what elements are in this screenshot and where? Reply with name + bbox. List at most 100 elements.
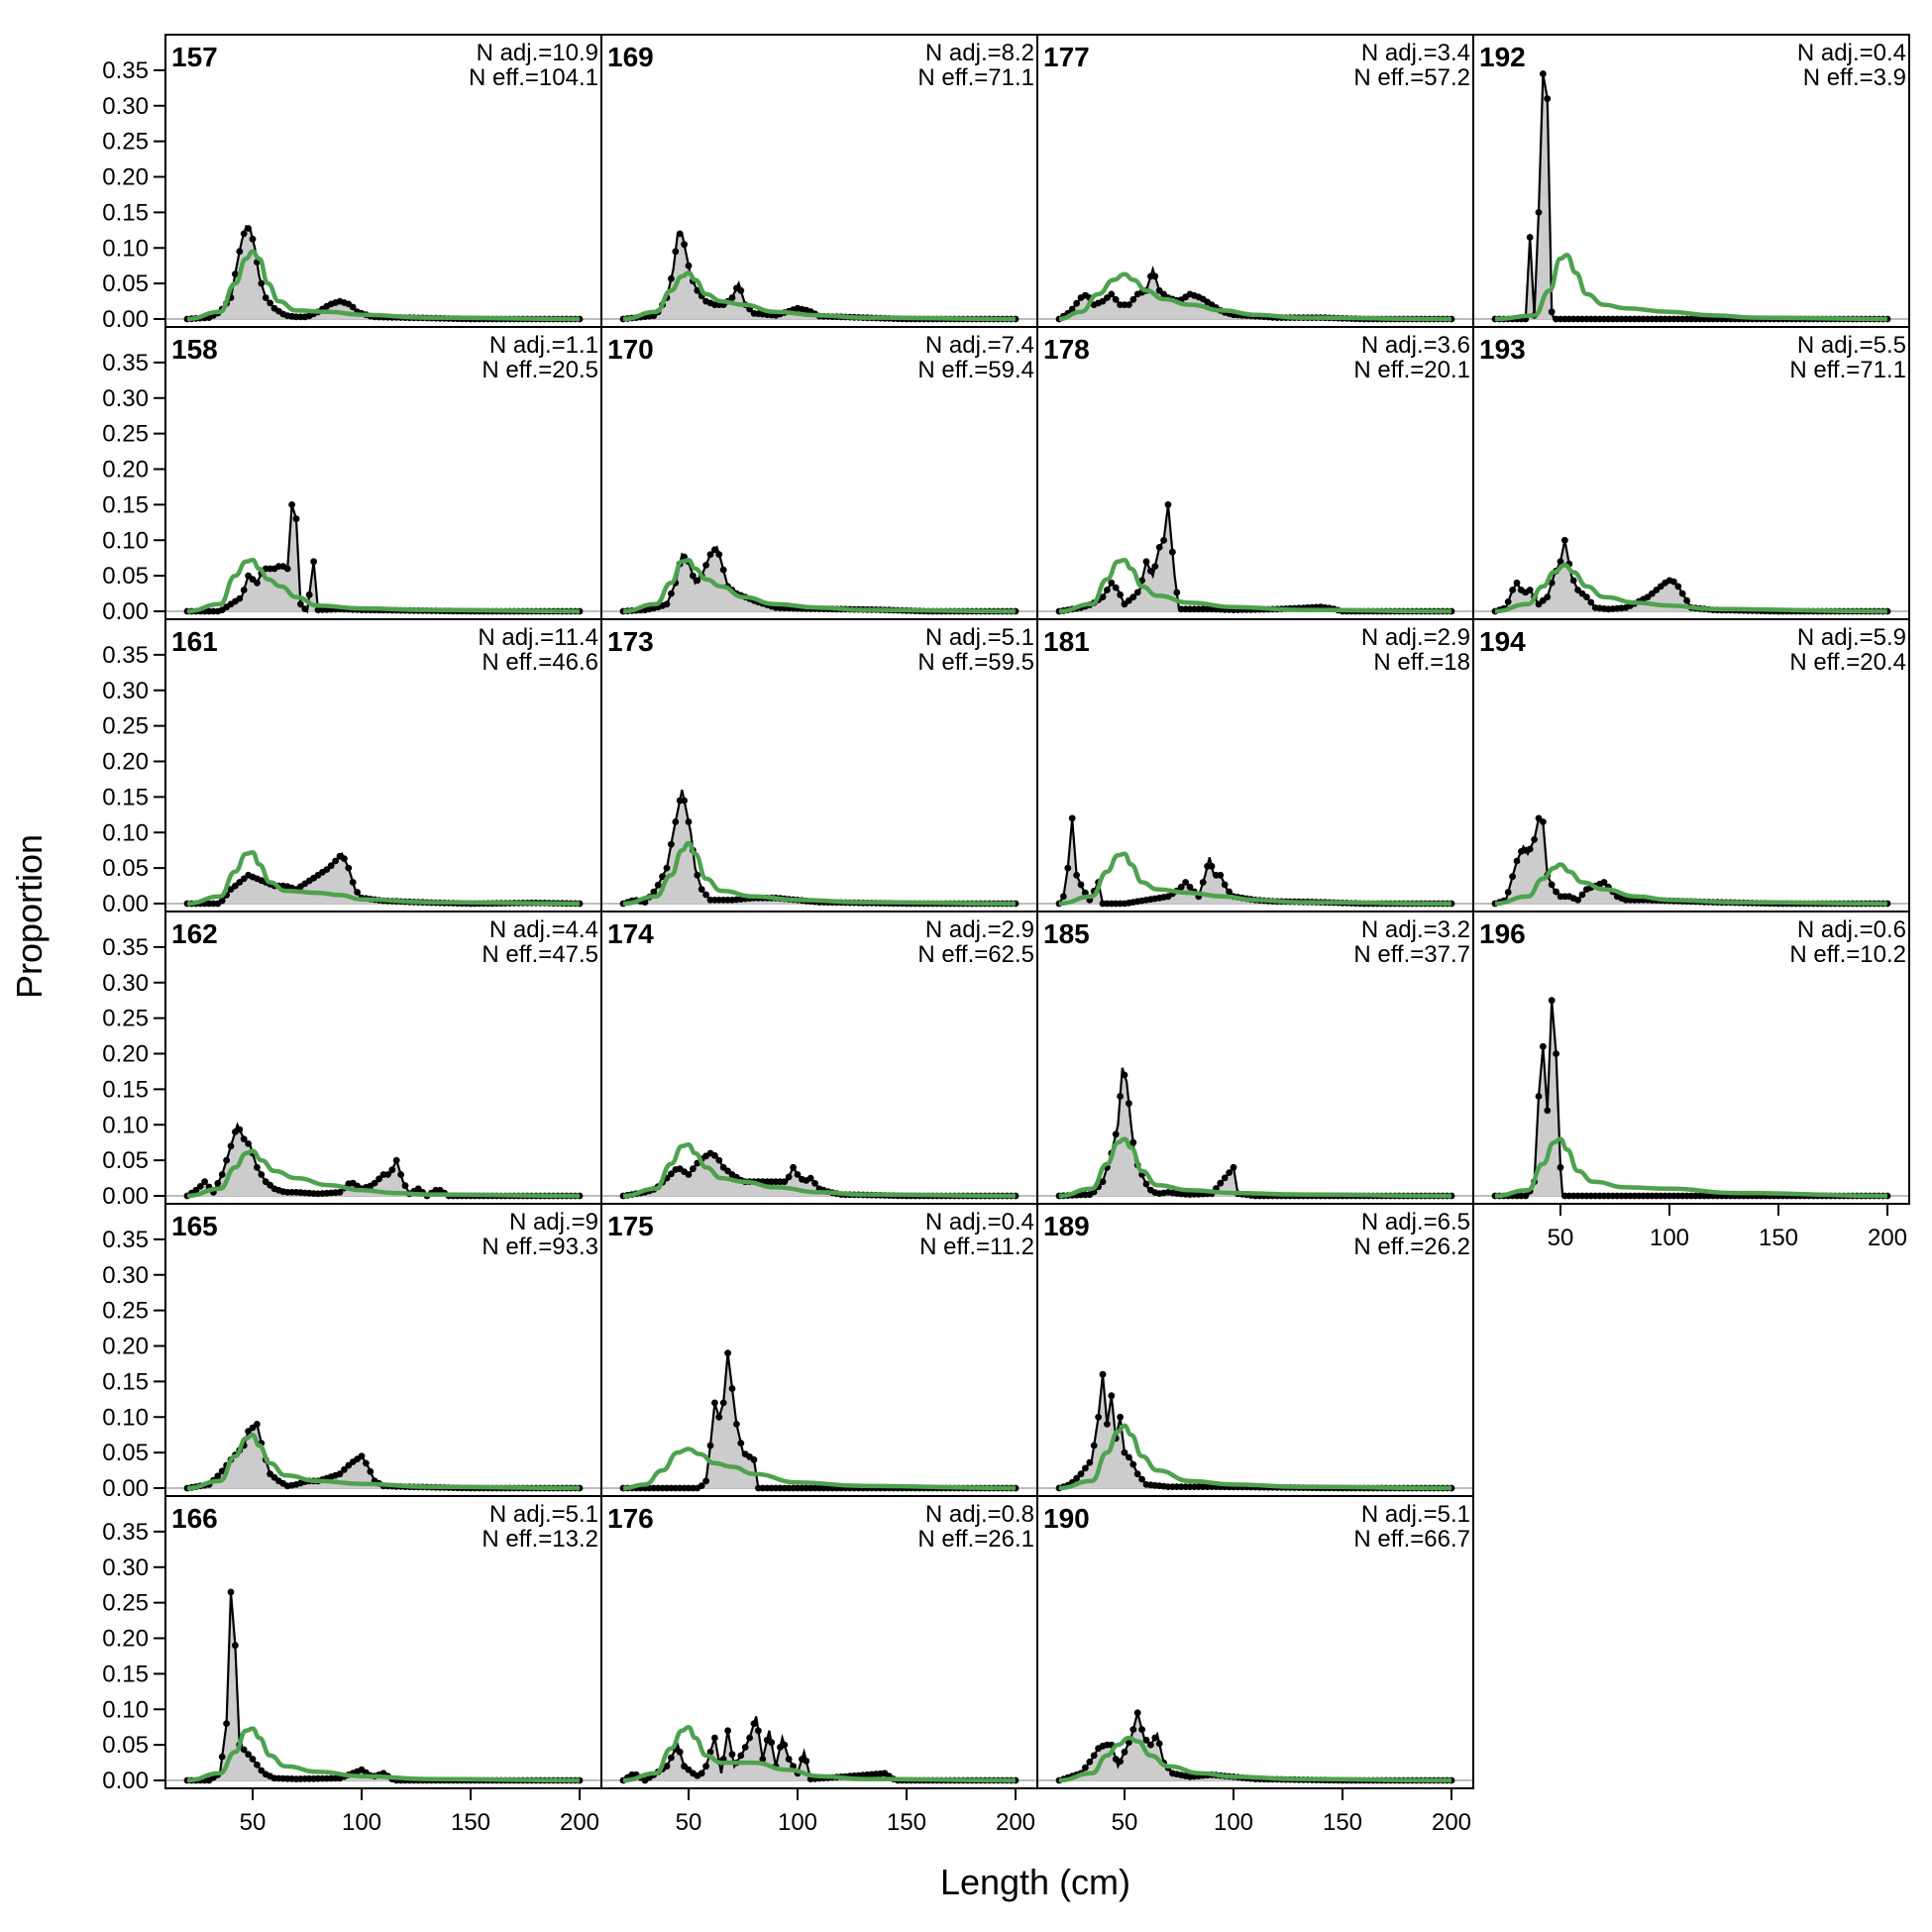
y-tick-label: 0.05 xyxy=(102,1440,149,1466)
observed-point xyxy=(1509,587,1516,593)
panel-label: 169 xyxy=(607,42,654,72)
observed-point xyxy=(702,891,709,899)
observed-point xyxy=(1126,301,1132,308)
expected-line xyxy=(1494,862,1888,907)
observed-area xyxy=(187,226,580,319)
observed-point xyxy=(363,1459,370,1467)
observed-area xyxy=(623,233,1016,319)
n-adj-label: N adj.=0.8 xyxy=(925,1501,1034,1528)
observed-point xyxy=(663,600,671,608)
observed-point xyxy=(1129,1726,1137,1733)
x-tick-label: 50 xyxy=(676,1809,702,1836)
panel-label: 178 xyxy=(1043,334,1090,365)
observed-point xyxy=(1674,583,1682,590)
observed-point xyxy=(719,1399,727,1407)
observed-point xyxy=(1548,997,1556,1005)
observed-point xyxy=(1112,295,1120,303)
observed-point xyxy=(1226,1169,1233,1176)
observed-point xyxy=(236,1126,244,1133)
panel-frame xyxy=(1472,911,1910,1205)
observed-point xyxy=(214,1180,222,1187)
observed-point xyxy=(741,1744,749,1751)
n-adj-label: N adj.=2.9 xyxy=(925,916,1034,943)
observed-point xyxy=(737,286,745,294)
observed-point xyxy=(1556,1163,1564,1171)
observed-point xyxy=(1186,883,1194,891)
n-eff-label: N eff.=104.1 xyxy=(469,64,598,91)
n-adj-label: N adj.=5.1 xyxy=(925,624,1034,651)
observed-point xyxy=(1077,1470,1085,1478)
observed-point xyxy=(1121,1748,1128,1756)
observed-point xyxy=(711,1399,718,1407)
panel-label: 158 xyxy=(171,334,218,365)
observed-point xyxy=(759,1756,767,1763)
panel-label: 190 xyxy=(1043,1503,1090,1534)
panel-174: 174 N adj.=2.9N eff.=62.5 xyxy=(600,911,1038,1205)
n-adj-label: N adj.=11.4 xyxy=(478,624,598,651)
observed-point xyxy=(1678,590,1686,597)
n-adj-label: N adj.=7.4 xyxy=(925,332,1034,359)
n-adj-label: N adj.=5.1 xyxy=(489,1501,598,1528)
n-eff-label: N eff.=11.2 xyxy=(919,1234,1034,1260)
expected-line xyxy=(1058,558,1452,614)
n-eff-label: N eff.=66.7 xyxy=(1353,1526,1470,1553)
panel-label: 170 xyxy=(607,334,654,365)
observed-point xyxy=(1147,1741,1154,1749)
observed-point xyxy=(201,1178,209,1186)
observed-point xyxy=(223,1156,231,1164)
observed-point xyxy=(349,303,357,311)
observed-point xyxy=(663,1763,671,1771)
observed-point xyxy=(267,299,273,307)
expected-line xyxy=(1494,563,1888,614)
observed-point xyxy=(1574,897,1581,904)
y-tick-label: 0.00 xyxy=(102,306,149,333)
observed-point xyxy=(240,587,248,593)
observed-point xyxy=(1540,818,1547,825)
n-eff-label: N eff.=59.4 xyxy=(917,357,1034,383)
observed-point xyxy=(681,797,688,805)
expected-line xyxy=(1494,253,1888,322)
expected-line xyxy=(622,1142,1017,1199)
observed-point xyxy=(227,1588,235,1596)
observed-point xyxy=(349,879,357,886)
expected-line xyxy=(1058,271,1452,322)
observed-point xyxy=(384,1171,391,1178)
observed-point xyxy=(1544,1107,1552,1115)
observed-point xyxy=(1073,1474,1080,1482)
observed-point xyxy=(1535,209,1543,216)
y-tick-label: 0.00 xyxy=(102,891,149,917)
observed-point xyxy=(1108,579,1116,587)
observed-point xyxy=(1060,893,1067,901)
observed-point xyxy=(794,1171,802,1178)
y-tick-label: 0.10 xyxy=(102,235,149,262)
x-tick-label: 200 xyxy=(1868,1225,1907,1251)
observed-point xyxy=(1090,1442,1098,1449)
observed-point xyxy=(1177,883,1185,891)
observed-point xyxy=(1504,598,1512,605)
n-adj-label: N adj.=5.5 xyxy=(1797,332,1906,359)
panel-label: 175 xyxy=(607,1211,654,1241)
panel-label: 162 xyxy=(171,918,218,949)
observed-area xyxy=(1495,540,1887,611)
panel-194: 194 N adj.=5.9N eff.=20.4 xyxy=(1472,618,1910,912)
observed-point xyxy=(1509,873,1516,881)
observed-point xyxy=(1082,1464,1089,1472)
panel-label: 181 xyxy=(1043,626,1090,657)
panel-label: 173 xyxy=(607,626,654,657)
observed-point xyxy=(327,862,335,870)
observed-point xyxy=(803,1758,810,1765)
expected-line xyxy=(622,1447,1017,1491)
y-tick-label: 0.20 xyxy=(102,457,149,483)
observed-point xyxy=(668,590,675,597)
n-adj-label: N adj.=9 xyxy=(509,1209,598,1235)
n-adj-label: N adj.=6.5 xyxy=(1361,1209,1470,1235)
n-eff-label: N eff.=20.1 xyxy=(1353,357,1470,383)
observed-point xyxy=(806,1174,814,1182)
expected-line xyxy=(186,558,581,614)
observed-point xyxy=(1129,295,1137,303)
y-tick-label: 0.00 xyxy=(102,1768,149,1794)
observed-point xyxy=(1199,879,1207,886)
y-tick-label: 0.30 xyxy=(102,678,149,704)
observed-point xyxy=(1600,879,1608,886)
observed-point xyxy=(1548,881,1556,889)
